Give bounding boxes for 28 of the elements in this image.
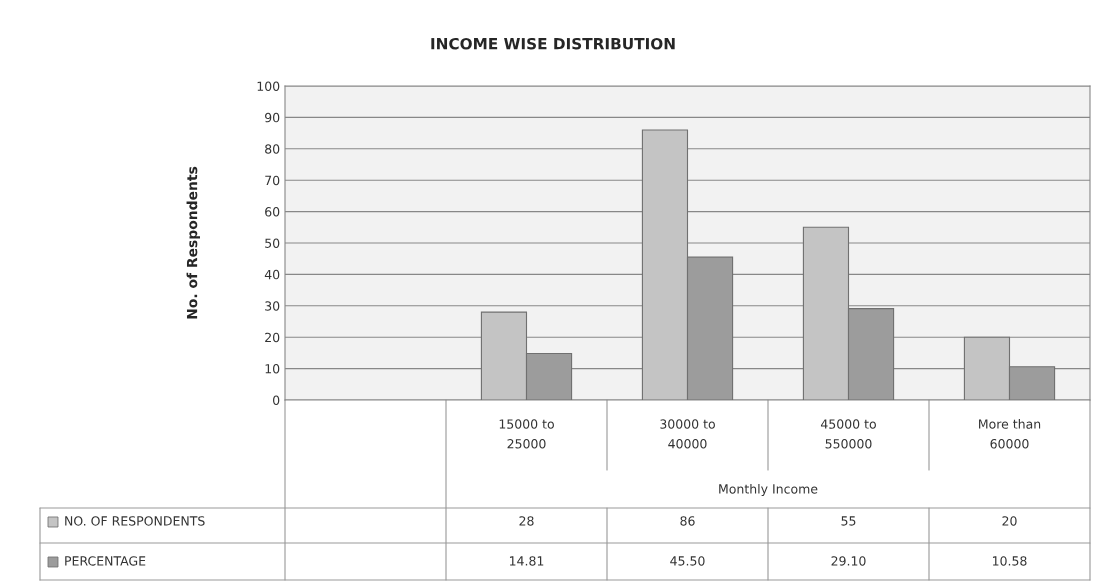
y-tick-label: 10 bbox=[265, 364, 280, 374]
y-tick-label: 60 bbox=[265, 207, 280, 217]
y-tick-label: 100 bbox=[257, 81, 280, 91]
data-label: 28 bbox=[519, 516, 534, 526]
x-tick-label: 30000 to 40000 bbox=[660, 419, 715, 449]
data-label: 14.81 bbox=[509, 556, 544, 566]
y-tick-label: 90 bbox=[265, 112, 280, 123]
y-tick-label: 80 bbox=[265, 144, 280, 154]
data-label: 10.58 bbox=[992, 556, 1027, 566]
chart-title: INCOME WISE DISTRIBUTION bbox=[431, 37, 675, 50]
data-label: 45.50 bbox=[670, 556, 705, 566]
x-tick-label: 45000 to 550000 bbox=[820, 419, 876, 449]
data-label: 55 bbox=[841, 516, 856, 526]
legend-label: PERCENTAGE bbox=[65, 556, 146, 566]
y-tick-label: 30 bbox=[265, 301, 280, 311]
x-tick-label: More than 60000 bbox=[979, 419, 1041, 449]
legend-label: NO. OF RESPONDENTS bbox=[65, 516, 205, 526]
x-tick-label: 15000 to 25000 bbox=[499, 419, 554, 449]
data-label: 29.10 bbox=[831, 556, 866, 566]
y-tick-label: 50 bbox=[265, 238, 280, 248]
y-tick-label: 70 bbox=[265, 175, 280, 186]
y-tick-label: 40 bbox=[264, 269, 280, 280]
data-label: 20 bbox=[1002, 516, 1017, 526]
y-axis-title: No. of Respondents bbox=[186, 166, 200, 319]
y-tick-label: 20 bbox=[265, 332, 280, 343]
x-axis-title: Monthly Income bbox=[719, 483, 818, 497]
data-label: 86 bbox=[680, 516, 695, 526]
y-tick-label: 0 bbox=[273, 395, 280, 405]
